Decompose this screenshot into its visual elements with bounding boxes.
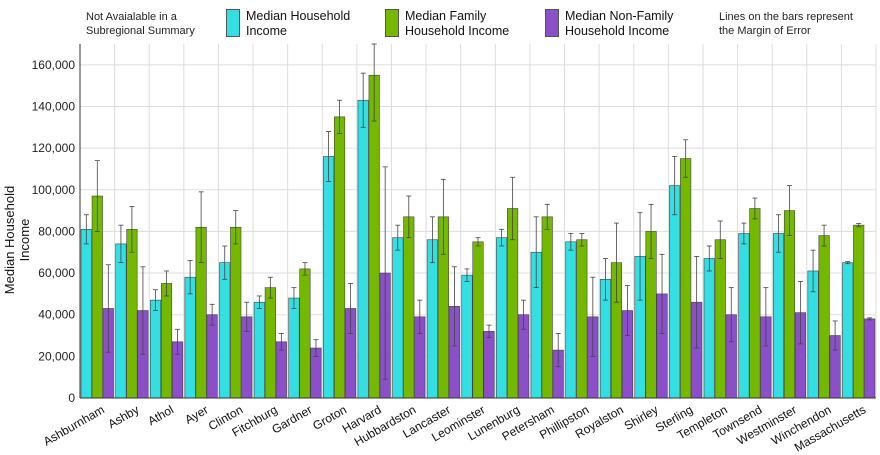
bar-nonfamily-income bbox=[864, 318, 876, 399]
legend-item-family: Median Family Household Income bbox=[385, 9, 509, 39]
legend-swatch bbox=[545, 9, 559, 37]
bar-nonfamily-income bbox=[206, 314, 218, 399]
y-tick-label: 140,000 bbox=[32, 99, 76, 113]
y-tick-labels: 0 20,000 40,000 60,000 80,000 100,000 120,000 1… bbox=[32, 58, 76, 405]
bar-household-income bbox=[357, 99, 369, 399]
legend-item-household: Median Household Income bbox=[226, 9, 350, 39]
bar-family-income bbox=[783, 210, 796, 399]
bar-family-income bbox=[714, 239, 726, 399]
bar-family-income bbox=[472, 241, 484, 399]
bar-household-income bbox=[565, 241, 577, 399]
y-axis-title: Median Household Income bbox=[2, 185, 32, 295]
legend-label: Median Household Income bbox=[246, 9, 351, 38]
bar-household-income bbox=[669, 185, 681, 399]
bar-household-income bbox=[738, 233, 750, 399]
bar-family-income bbox=[368, 74, 380, 399]
bar-family-income bbox=[541, 216, 553, 399]
bar-family-income bbox=[230, 226, 242, 399]
legend-label: Median Non-Family Household Income bbox=[565, 9, 674, 38]
bar-family-income bbox=[576, 239, 588, 399]
x-tick-label: Ashburnham bbox=[41, 402, 107, 448]
bar-household-income bbox=[496, 237, 508, 399]
bar-family-income bbox=[299, 268, 311, 399]
bar-household-income bbox=[772, 233, 785, 399]
y-tick-label: 160,000 bbox=[32, 58, 76, 72]
bar-household-income bbox=[461, 274, 473, 399]
y-tick-label: 60,000 bbox=[38, 266, 75, 280]
x-tick-label: Athol bbox=[145, 402, 176, 428]
bar-family-income bbox=[853, 224, 865, 399]
bar-family-income bbox=[680, 158, 692, 399]
bar-family-income bbox=[264, 287, 276, 399]
y-tick-label: 100,000 bbox=[32, 183, 76, 197]
y-tick-label: 80,000 bbox=[38, 224, 75, 238]
x-tick-label: Ashby bbox=[106, 402, 142, 431]
bar-household-income bbox=[80, 229, 92, 399]
bar-household-income bbox=[288, 297, 300, 399]
y-tick-label: 20,000 bbox=[38, 349, 75, 363]
bar-household-income bbox=[703, 258, 715, 399]
bar-household-income bbox=[426, 239, 438, 399]
x-tick-label: Gardner bbox=[269, 402, 314, 436]
y-tick-label: 0 bbox=[68, 391, 75, 405]
note-not-available: Not Avaialable in a Subregional Summary bbox=[86, 11, 195, 37]
error-bars bbox=[83, 43, 873, 380]
bar-nonfamily-income bbox=[483, 331, 495, 399]
bar-household-income bbox=[184, 276, 196, 399]
legend-swatch bbox=[385, 9, 399, 37]
note-margin-of-error: Lines on the bars represent the Margin o… bbox=[719, 11, 853, 37]
bar-household-income bbox=[219, 262, 231, 399]
y-tick-label: 120,000 bbox=[32, 141, 76, 155]
bar-household-income bbox=[392, 237, 404, 399]
bar-family-income bbox=[126, 229, 138, 399]
bar-family-income bbox=[818, 235, 830, 399]
bar-family-income bbox=[160, 283, 173, 399]
bar-household-income bbox=[842, 262, 854, 399]
legend-label: Median Family Household Income bbox=[405, 9, 510, 38]
bar-family-income bbox=[749, 208, 761, 399]
legend-item-nonfamily: Median Non-Family Household Income bbox=[545, 9, 673, 39]
grid-lines bbox=[79, 44, 877, 399]
bar-household-income bbox=[149, 299, 162, 399]
legend-swatch bbox=[226, 9, 240, 37]
bar-family-income bbox=[403, 216, 415, 399]
bars bbox=[80, 74, 876, 399]
bar-family-income bbox=[334, 116, 346, 399]
bar-household-income bbox=[115, 243, 127, 399]
x-tick-label: Shirley bbox=[622, 402, 661, 432]
y-tick-label: 40,000 bbox=[38, 308, 75, 322]
bar-household-income bbox=[323, 156, 335, 399]
bar-household-income bbox=[253, 301, 265, 399]
